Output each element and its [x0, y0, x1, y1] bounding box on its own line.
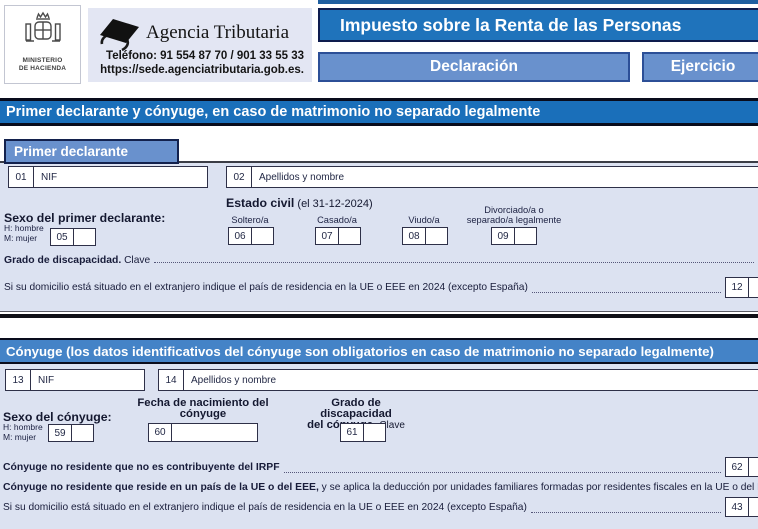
field-apellidos-declarante[interactable]: 02 Apellidos y nombre	[226, 166, 758, 188]
form-title: Impuesto sobre la Renta de las Personas	[318, 8, 758, 42]
dotted-leader	[283, 462, 721, 473]
section-title-band: Primer declarante y cónyuge, en caso de …	[0, 98, 758, 126]
spain-coat-of-arms-icon	[24, 11, 61, 42]
conyuge-band: Cónyuge (los datos identificativos del c…	[0, 338, 758, 364]
domicilio-extranjero-conyuge-row: Si su domicilio está situado en el extra…	[3, 497, 758, 517]
sexo-conyuge-legend: H: hombre M: mujer	[3, 422, 43, 442]
horizontal-rule	[0, 161, 758, 163]
viudo-label: Viudo/a	[408, 215, 440, 225]
tab-declaracion[interactable]: Declaración	[318, 52, 630, 82]
tab-ejercicio[interactable]: Ejercicio	[642, 52, 758, 82]
field-apellidos-conyuge[interactable]: 14 Apellidos y nombre	[158, 369, 758, 391]
estado-civil-label: Estado civil (el 31-12-2024)	[226, 196, 373, 210]
agencia-tributaria-logo-icon	[100, 19, 139, 52]
field-fecha-nacimiento[interactable]: 60	[148, 423, 258, 442]
grado-discapacidad-row: Grado de discapacidad. Clave	[4, 251, 758, 266]
field-sexo-conyuge[interactable]: 59	[48, 424, 94, 442]
dotted-leader	[530, 502, 721, 513]
field-casado[interactable]: 07	[315, 227, 361, 245]
ministry-name: MINISTERIO DE HACIENDA	[18, 57, 67, 72]
agency-name: Agencia Tributaria	[146, 22, 290, 43]
field-code: 01	[9, 167, 34, 187]
ministry-logo-box: MINISTERIO DE HACIENDA	[4, 5, 81, 84]
field-sexo-declarante[interactable]: 05	[50, 228, 96, 246]
fecha-nacimiento-label: Fecha de nacimiento del cónyuge	[137, 397, 269, 420]
field-code: 02	[227, 167, 252, 187]
top-edge-strip	[318, 0, 758, 4]
field-viudo[interactable]: 08	[402, 227, 448, 245]
conyuge-no-residente-row: Cónyuge no residente que no es contribuy…	[3, 457, 758, 477]
conyuge-section-background	[0, 364, 758, 529]
soltero-label: Soltero/a	[231, 215, 269, 225]
field-62[interactable]: 62	[725, 457, 758, 477]
agency-header: Agencia Tributaria Teléfono: 91 554 87 7…	[88, 8, 312, 82]
sexo-conyuge-label: Sexo del cónyuge:	[3, 410, 112, 424]
agency-phone: Teléfono: 91 554 87 70 / 901 33 55 33	[106, 50, 304, 62]
field-nif-conyuge[interactable]: 13 NIF	[5, 369, 145, 391]
field-soltero[interactable]: 06	[228, 227, 274, 245]
dotted-leader	[154, 252, 754, 263]
casado-label: Casado/a	[317, 215, 357, 225]
agency-url: https://sede.agenciatributaria.gob.es.	[100, 64, 304, 76]
divorciado-label: Divorciado/a o separado/a legalmente	[466, 205, 562, 225]
section-divider-thin	[0, 311, 758, 312]
dotted-leader	[531, 282, 721, 293]
conyuge-ue-eee-row: Cónyuge no residente que reside en un pa…	[3, 481, 758, 493]
domicilio-extranjero-row: Si su domicilio está situado en el extra…	[4, 277, 758, 298]
field-divorciado[interactable]: 09	[491, 227, 537, 245]
sexo-legend: H: hombre M: mujer	[4, 223, 44, 243]
section-divider-thick	[0, 314, 758, 318]
field-label: NIF	[41, 171, 58, 183]
field-pais-residencia[interactable]: 12	[725, 277, 758, 298]
tab-primer-declarante[interactable]: Primer declarante	[4, 139, 179, 164]
field-43[interactable]: 43	[725, 497, 758, 517]
field-grado-conyuge[interactable]: 61	[340, 423, 386, 442]
field-label: Apellidos y nombre	[259, 171, 345, 183]
sexo-declarante-label: Sexo del primer declarante:	[4, 211, 166, 225]
field-nif-declarante[interactable]: 01 NIF	[8, 166, 208, 188]
